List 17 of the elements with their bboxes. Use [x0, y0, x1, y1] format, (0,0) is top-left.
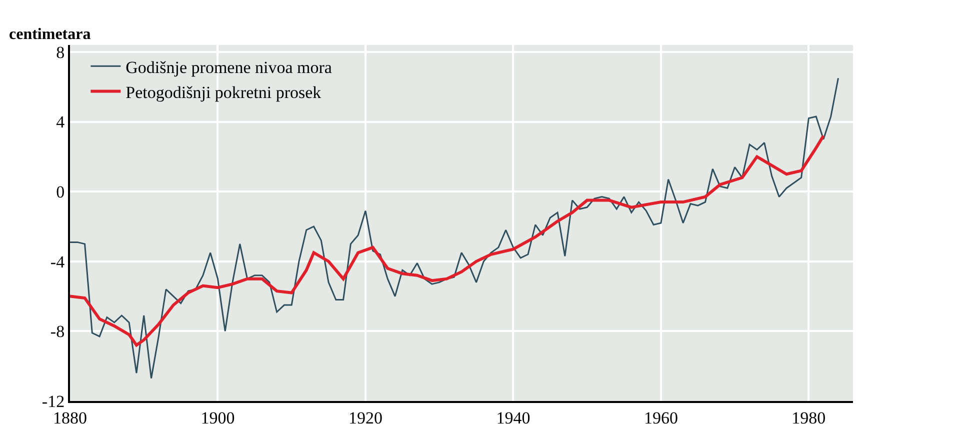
- x-tick-label: 1940: [496, 408, 530, 428]
- y-tick-label: -8: [50, 322, 65, 342]
- x-tick-label: 1900: [200, 408, 235, 428]
- x-tick-label: 1960: [644, 408, 678, 428]
- y-tick-label: 8: [56, 42, 65, 62]
- x-tick-label: 1920: [348, 408, 382, 428]
- y-tick-label: -12: [42, 392, 65, 411]
- line-series: [70, 134, 825, 347]
- y-tick-label: -4: [50, 252, 66, 272]
- legend-label: Petogodišnji pokretni prosek: [126, 82, 322, 102]
- y-tick-label: 4: [56, 112, 66, 132]
- legend-label: Godišnje promene nivoa mora: [126, 58, 332, 77]
- y-axis-title: centimetara: [9, 26, 91, 43]
- line-series: [70, 77, 839, 380]
- y-tick-label: 0: [56, 182, 65, 202]
- x-tick-label: 1880: [53, 408, 87, 428]
- x-tick-label: 1980: [792, 408, 826, 428]
